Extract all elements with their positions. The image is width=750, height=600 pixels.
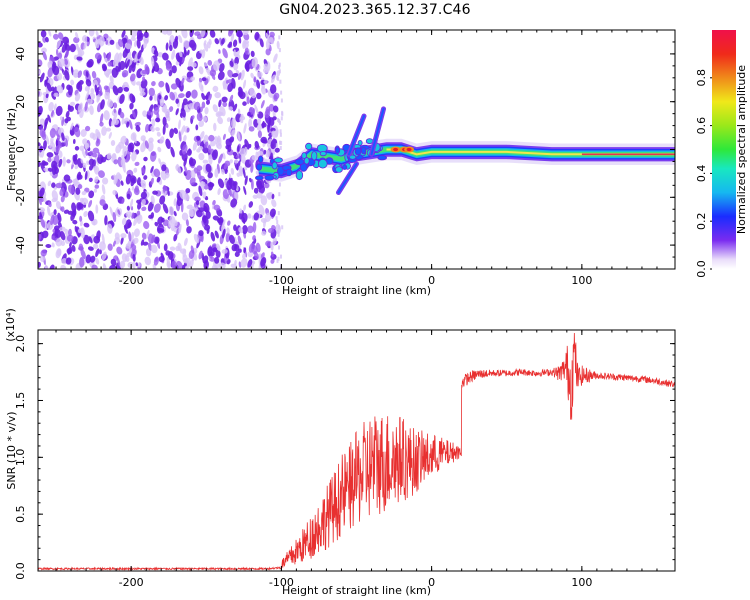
- colorbar: [712, 30, 736, 269]
- colorbar-label: Normalized spectral amplitude: [735, 65, 748, 234]
- peak-core: [406, 147, 412, 152]
- colorbar-tick-label: 0.8: [695, 69, 708, 87]
- heatmap-xlabel: Height of straight line (km): [282, 284, 431, 297]
- colorbar-tick-label: 0.2: [695, 212, 708, 230]
- heatmap-ytick-label: 20: [14, 95, 27, 109]
- peak-core: [393, 147, 399, 152]
- snr-ytick-label: 1.0: [14, 449, 27, 467]
- heatmap-xtick-label: -200: [119, 274, 144, 287]
- colorbar-tick-label: 0.6: [695, 117, 708, 135]
- snr-multiplier: (x10⁴): [4, 308, 17, 342]
- snr-ytick-label: 2.0: [14, 335, 27, 353]
- snr-xtick-label: 100: [571, 576, 592, 589]
- heatmap-ytick-label: 40: [14, 47, 27, 61]
- heatmap-plot: [38, 30, 675, 269]
- snr-ytick-label: 0.5: [14, 505, 27, 523]
- chart-title: GN04.2023.365.12.37.C46: [279, 2, 471, 18]
- heatmap-xtick-label: -100: [269, 274, 294, 287]
- snr-plot: [38, 332, 675, 571]
- heatmap-xtick-label: 100: [571, 274, 592, 287]
- snr-xtick-label: 0: [428, 576, 435, 589]
- heatmap-ytick-label: -20: [14, 188, 27, 206]
- colorbar-tick-label: 0.4: [695, 165, 708, 183]
- snr-ytick-label: 0.0: [14, 562, 27, 580]
- colorbar-tick-label: 0.0: [695, 260, 708, 278]
- snr-xtick-label: -100: [269, 576, 294, 589]
- signal-streak-core: [370, 107, 385, 156]
- snr-line: [38, 332, 675, 571]
- heatmap-ytick-label: 0: [14, 146, 27, 153]
- snr-xtick-label: -200: [119, 576, 144, 589]
- snr-ytick-label: 1.5: [14, 392, 27, 410]
- heatmap-xtick-label: 0: [428, 274, 435, 287]
- snr-xlabel: Height of straight line (km): [282, 584, 431, 597]
- signal-streak-core: [347, 115, 366, 156]
- snr-ylabel: SNR (10 * v/v): [5, 411, 18, 489]
- heatmap-ytick-label: -40: [14, 236, 27, 254]
- signal-streak-core: [337, 162, 358, 194]
- heatmap-ylabel: Frequency (Hz): [5, 108, 18, 191]
